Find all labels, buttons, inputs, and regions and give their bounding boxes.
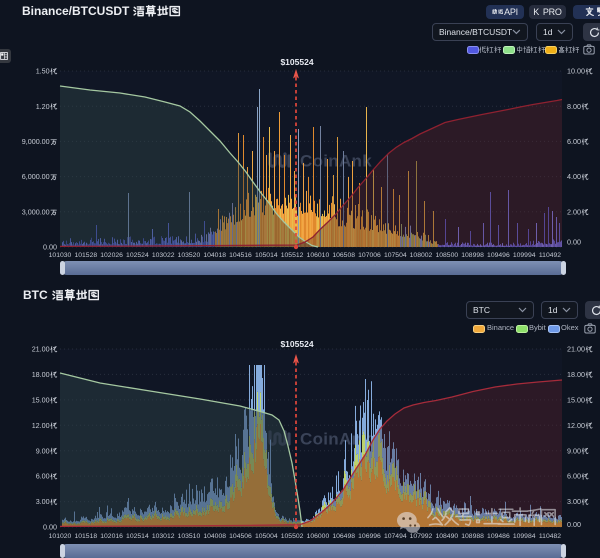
svg-text:101518: 101518 — [74, 533, 97, 540]
svg-text:104008: 104008 — [203, 533, 226, 540]
svg-text:6.00: 6.00 — [567, 137, 581, 146]
svg-text:107504: 107504 — [384, 252, 407, 259]
svg-text:107992: 107992 — [410, 533, 433, 540]
svg-text:109994: 109994 — [513, 252, 536, 259]
svg-text:3.00: 3.00 — [36, 497, 50, 506]
svg-text:102514: 102514 — [126, 533, 149, 540]
svg-text:0.00: 0.00 — [43, 523, 57, 532]
svg-text:105004: 105004 — [255, 533, 278, 540]
svg-text:12.00: 12.00 — [567, 421, 585, 430]
svg-text:0.00: 0.00 — [567, 238, 581, 247]
svg-text:108500: 108500 — [435, 252, 458, 259]
svg-text:110492: 110492 — [539, 252, 561, 259]
svg-text:9,000.00: 9,000.00 — [22, 137, 50, 146]
svg-text:106996: 106996 — [358, 533, 381, 540]
svg-text:9.00: 9.00 — [36, 446, 50, 455]
svg-text:103022: 103022 — [152, 252, 175, 259]
svg-text:110482: 110482 — [539, 533, 561, 540]
svg-text:21.00: 21.00 — [32, 345, 50, 354]
svg-text:107494: 107494 — [384, 533, 407, 540]
svg-text:104506: 104506 — [229, 533, 252, 540]
svg-text:109984: 109984 — [513, 533, 536, 540]
svg-text:103510: 103510 — [178, 533, 201, 540]
svg-text:101528: 101528 — [74, 252, 97, 259]
svg-text:1.20: 1.20 — [36, 102, 50, 111]
svg-text:106010: 106010 — [307, 252, 330, 259]
svg-text:18.00: 18.00 — [32, 370, 50, 379]
svg-text:$105524: $105524 — [280, 57, 313, 67]
svg-text:9.00: 9.00 — [567, 446, 581, 455]
svg-text:1.50: 1.50 — [36, 67, 50, 76]
svg-text:$105524: $105524 — [280, 339, 313, 349]
svg-text:101020: 101020 — [49, 533, 72, 540]
svg-text:108002: 108002 — [410, 252, 433, 259]
svg-text:102524: 102524 — [126, 252, 149, 259]
svg-text:6,000.00: 6,000.00 — [22, 172, 50, 181]
svg-text:108998: 108998 — [461, 252, 484, 259]
svg-text:21.00: 21.00 — [567, 345, 585, 354]
svg-text:104018: 104018 — [203, 252, 226, 259]
svg-text:0.00: 0.00 — [567, 520, 581, 529]
svg-text:4.00: 4.00 — [567, 172, 581, 181]
svg-text:15.00: 15.00 — [567, 396, 585, 405]
svg-text:10.00: 10.00 — [567, 67, 585, 76]
svg-text:107006: 107006 — [358, 252, 381, 259]
svg-text:109486: 109486 — [487, 533, 510, 540]
svg-text:108988: 108988 — [461, 533, 484, 540]
svg-text:105014: 105014 — [255, 252, 278, 259]
svg-text:2.00: 2.00 — [567, 207, 581, 216]
svg-text:106508: 106508 — [332, 252, 355, 259]
svg-text:103520: 103520 — [178, 252, 201, 259]
svg-text:3,000.00: 3,000.00 — [22, 207, 50, 216]
svg-text:104516: 104516 — [229, 252, 252, 259]
svg-text:3.00: 3.00 — [567, 497, 581, 506]
svg-text:15.00: 15.00 — [32, 396, 50, 405]
svg-text:105502: 105502 — [281, 533, 304, 540]
svg-text:102016: 102016 — [100, 533, 123, 540]
svg-text:6.00: 6.00 — [36, 472, 50, 481]
svg-text:101030: 101030 — [49, 252, 72, 259]
svg-text:12.00: 12.00 — [32, 421, 50, 430]
svg-text:103012: 103012 — [152, 533, 175, 540]
svg-text:CoinAnk: CoinAnk — [300, 152, 372, 171]
svg-text:8.00: 8.00 — [567, 102, 581, 111]
svg-text:102026: 102026 — [100, 252, 123, 259]
svg-text:106000: 106000 — [307, 533, 330, 540]
svg-text:CoinAnk: CoinAnk — [300, 430, 372, 449]
svg-text:18.00: 18.00 — [567, 370, 585, 379]
svg-text:0.00: 0.00 — [43, 243, 57, 252]
svg-text:109496: 109496 — [487, 252, 510, 259]
svg-text:105512: 105512 — [281, 252, 304, 259]
svg-text:108490: 108490 — [435, 533, 458, 540]
svg-text:6.00: 6.00 — [567, 472, 581, 481]
svg-text:106498: 106498 — [332, 533, 355, 540]
